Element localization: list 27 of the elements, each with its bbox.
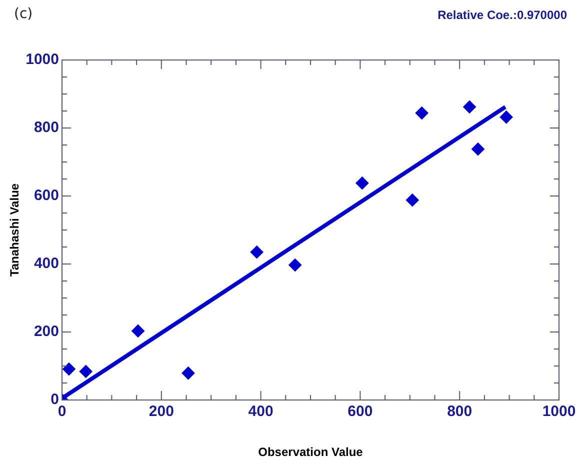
y-axis-title: Tanahashi Value xyxy=(8,183,22,277)
y-tick-label: 0 xyxy=(50,391,59,408)
point xyxy=(500,110,513,124)
x-tick-label: 1000 xyxy=(542,403,576,420)
y-tick-label: 1000 xyxy=(26,51,59,68)
point xyxy=(415,106,428,120)
chart-title: (c) xyxy=(14,6,33,22)
x-tick-label: 400 xyxy=(248,403,274,420)
y-tick-label: 800 xyxy=(34,119,59,136)
point xyxy=(79,364,92,378)
x-tick-label: 600 xyxy=(348,403,373,420)
point xyxy=(356,176,369,190)
point xyxy=(132,324,145,338)
point xyxy=(406,194,419,207)
point xyxy=(288,258,302,272)
point xyxy=(471,142,484,156)
point xyxy=(182,366,195,380)
point xyxy=(463,100,476,114)
x-axis-title: Observation Value xyxy=(258,445,364,460)
text: Relative Coe.:0.970000 xyxy=(438,8,567,22)
point xyxy=(62,362,76,376)
x-tick-label: 800 xyxy=(447,403,472,420)
y-tick-label: 400 xyxy=(34,255,59,272)
y-tick-label: 200 xyxy=(34,323,59,340)
point xyxy=(250,246,264,259)
x-tick-label: 200 xyxy=(148,403,174,420)
y-tick-label: 600 xyxy=(34,187,59,204)
